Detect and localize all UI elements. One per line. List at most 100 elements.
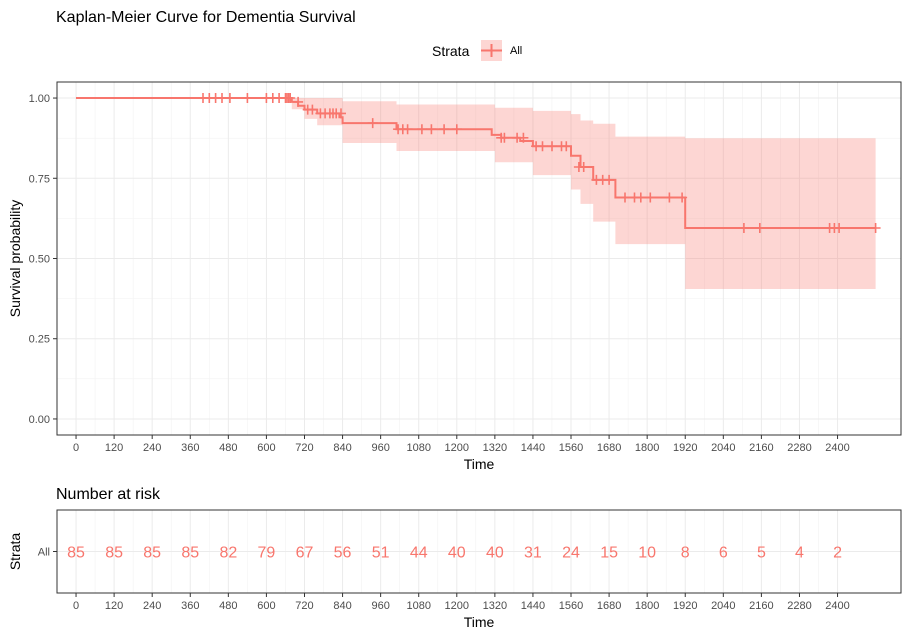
km-censor-mark xyxy=(367,118,378,129)
km-censor-mark xyxy=(402,124,413,135)
risk-x-tick-label: 720 xyxy=(295,600,313,612)
risk-value: 40 xyxy=(448,545,466,562)
km-censor-mark xyxy=(677,192,688,203)
km-x-tick-label: 1800 xyxy=(635,442,659,454)
risk-x-axis-label: Time xyxy=(464,614,495,630)
km-x-tick-label: 120 xyxy=(105,442,123,454)
km-censor-mark xyxy=(645,192,656,203)
km-plot-panel xyxy=(56,81,902,436)
km-x-tick-label: 1320 xyxy=(483,442,507,454)
risk-value: 15 xyxy=(600,545,618,562)
km-gridlines xyxy=(57,82,901,435)
km-censor-mark xyxy=(561,141,572,152)
risk-value: 31 xyxy=(524,545,542,562)
km-confidence-band xyxy=(76,98,876,289)
risk-x-tick-label: 0 xyxy=(73,600,79,612)
risk-x-tick-label: 1920 xyxy=(673,600,697,612)
risk-x-tick-label: 2040 xyxy=(711,600,735,612)
chart-title: Kaplan-Meier Curve for Dementia Survival xyxy=(56,9,356,26)
risk-value: 8 xyxy=(681,545,690,562)
km-censor-mark xyxy=(547,141,557,152)
km-censor-mark xyxy=(578,162,589,172)
risk-table-title: Number at risk xyxy=(56,486,161,503)
risk-row-label: All xyxy=(38,547,50,559)
risk-x-tick-label: 1320 xyxy=(483,600,507,612)
km-censor-mark xyxy=(620,192,630,203)
km-x-tick-label: 480 xyxy=(219,442,237,454)
risk-value: 85 xyxy=(105,545,123,562)
legend-title: Strata xyxy=(432,43,470,59)
km-x-tick-label: 1200 xyxy=(445,442,469,454)
km-x-tick-label: 1080 xyxy=(406,442,430,454)
risk-value: 40 xyxy=(486,545,504,562)
km-x-tick-label: 2160 xyxy=(749,442,773,454)
risk-value: 10 xyxy=(638,545,656,562)
km-y-tick-label: 0.00 xyxy=(29,414,50,426)
km-censor-mark xyxy=(499,132,510,143)
risk-value: 51 xyxy=(372,545,390,562)
km-x-tick-label: 2040 xyxy=(711,442,735,454)
km-y-axis: 0.00 0.25 0.50 0.75 1.00 xyxy=(29,93,57,426)
risk-value: 85 xyxy=(67,545,85,562)
risk-x-tick-label: 240 xyxy=(143,600,161,612)
risk-x-tick-label: 1080 xyxy=(406,600,430,612)
km-x-axis: 0 120 240 360 480 600 720 840 960 1080 1200 1320 144… xyxy=(73,435,850,454)
km-censor-mark xyxy=(242,93,253,103)
risk-value: 82 xyxy=(219,545,237,562)
risk-value: 2 xyxy=(833,545,842,562)
km-x-tick-label: 240 xyxy=(143,442,161,454)
risk-value: 85 xyxy=(181,545,199,562)
risk-x-tick-label: 1440 xyxy=(521,600,545,612)
km-censor-mark xyxy=(307,104,318,115)
risk-value: 85 xyxy=(143,545,161,562)
km-x-tick-label: 360 xyxy=(181,442,199,454)
km-x-tick-label: 720 xyxy=(295,442,313,454)
km-censor-mark xyxy=(224,93,235,103)
risk-value: 6 xyxy=(719,545,728,562)
km-censor-mark xyxy=(754,223,765,233)
risk-x-tick-label: 360 xyxy=(181,600,199,612)
risk-table-panel: 85 85 85 85 82 79 67 56 51 44 40 40 31 24 15 10 8 6 5 4 2 xyxy=(56,509,902,594)
km-x-tick-label: 960 xyxy=(371,442,389,454)
km-censor-mark xyxy=(285,93,296,103)
km-censor-mark xyxy=(451,124,462,135)
km-y-tick-label: 1.00 xyxy=(29,93,50,105)
km-x-tick-label: 2400 xyxy=(825,442,849,454)
risk-x-tick-label: 1560 xyxy=(559,600,583,612)
risk-x-tick-label: 2280 xyxy=(787,600,811,612)
risk-x-tick-label: 960 xyxy=(371,600,389,612)
km-censor-mark xyxy=(870,223,881,233)
km-x-tick-label: 1680 xyxy=(597,442,621,454)
risk-x-tick-label: 600 xyxy=(257,600,275,612)
km-censor-mark xyxy=(416,124,427,135)
risk-x-tick-label: 1680 xyxy=(597,600,621,612)
risk-x-axis: 0 120 240 360 480 600 720 840 960 1080 1200 1320 144… xyxy=(53,551,850,612)
km-censor-mark xyxy=(426,124,437,135)
km-y-tick-label: 0.50 xyxy=(29,254,50,266)
km-x-tick-label: 1920 xyxy=(673,442,697,454)
km-censor-mark xyxy=(834,223,845,233)
km-x-tick-label: 1560 xyxy=(559,442,583,454)
km-x-tick-label: 2280 xyxy=(787,442,811,454)
km-censor-mark xyxy=(439,124,450,135)
risk-value: 67 xyxy=(296,545,314,562)
km-censor-mark xyxy=(738,223,749,233)
km-censor-mark xyxy=(336,108,346,119)
risk-y-axis-label: Strata xyxy=(7,533,23,571)
risk-x-tick-label: 2400 xyxy=(825,600,849,612)
risk-value: 56 xyxy=(334,545,352,562)
km-censor-mark xyxy=(537,141,548,152)
km-censor-mark xyxy=(518,132,529,143)
km-x-tick-label: 0 xyxy=(73,442,79,454)
risk-gridlines xyxy=(57,510,901,593)
km-x-tick-label: 600 xyxy=(257,442,275,454)
risk-value: 4 xyxy=(795,545,804,562)
risk-x-tick-label: 2160 xyxy=(749,600,773,612)
km-censor-mark xyxy=(635,192,646,203)
risk-value: 79 xyxy=(258,545,276,562)
km-ci-band xyxy=(76,98,876,289)
risk-value: 44 xyxy=(410,545,428,562)
risk-x-tick-label: 480 xyxy=(219,600,237,612)
